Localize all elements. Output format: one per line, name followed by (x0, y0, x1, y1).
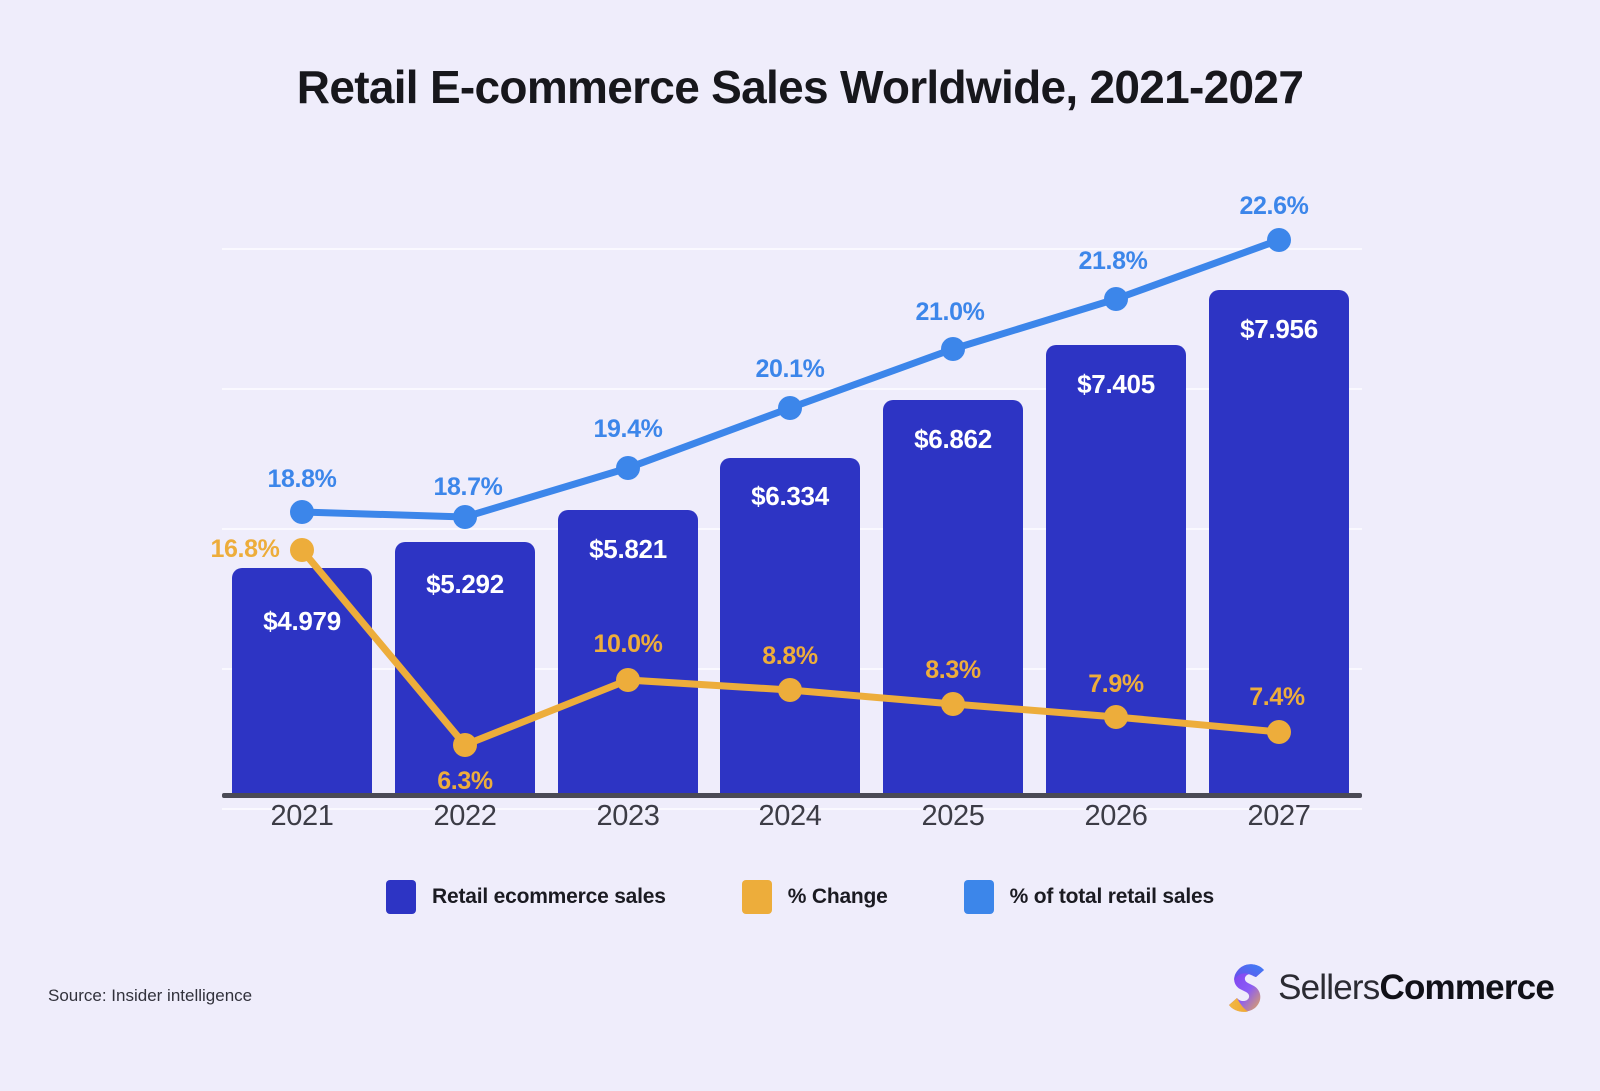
legend-item-pct-change[interactable]: % Change (741, 880, 888, 914)
point-label-orange-2025: 8.3% (925, 656, 981, 684)
gridline (222, 388, 1362, 390)
x-tick-2025: 2025 (921, 800, 985, 832)
bar-value-label: $5.292 (426, 569, 504, 599)
bar-2024[interactable]: $6.334 (720, 458, 860, 793)
bar-2022[interactable]: $5.292 (395, 542, 535, 793)
bar-value-label: $6.862 (914, 424, 992, 454)
bar-value-label: $5.821 (589, 534, 667, 564)
bar-value-label: $4.979 (263, 606, 341, 636)
bar-2027[interactable]: $7.956 (1209, 290, 1349, 793)
legend-swatch-icon (386, 880, 416, 914)
point-label-orange-2026: 7.9% (1088, 670, 1144, 698)
chart-legend: Retail ecommerce sales % Change % of tot… (0, 880, 1600, 914)
point-label-blue-2026: 21.8% (1078, 247, 1148, 275)
point-label-blue-2025: 21.0% (915, 298, 985, 326)
point-blue-2021 (290, 500, 314, 524)
bar-2021[interactable]: $4.979 (232, 568, 372, 793)
x-tick-2022: 2022 (433, 800, 497, 832)
legend-swatch-icon (963, 880, 994, 914)
x-axis-labels: 2021 2022 2023 2024 2025 2026 2027 (222, 800, 1362, 850)
point-orange-2021 (290, 538, 314, 562)
brand-logo[interactable]: SellersCommerce (1220, 962, 1555, 1014)
bar-2026[interactable]: $7.405 (1046, 345, 1186, 793)
point-label-orange-2021: 16.8% (210, 535, 280, 563)
point-label-orange-2027: 7.4% (1249, 683, 1305, 711)
point-label-blue-2027: 22.6% (1239, 192, 1309, 220)
point-label-blue-2024: 20.1% (755, 355, 825, 383)
x-tick-2023: 2023 (596, 800, 660, 832)
point-blue-2023 (616, 456, 640, 480)
gridline (222, 248, 1362, 250)
page-title: Retail E-commerce Sales Worldwide, 2021-… (296, 61, 1304, 113)
bar-2025[interactable]: $6.862 (883, 400, 1023, 793)
x-tick-2027: 2027 (1247, 800, 1311, 832)
point-blue-2025 (941, 337, 965, 361)
legend-label: % of total retail sales (1009, 885, 1215, 908)
legend-label: Retail ecommerce sales (432, 885, 666, 908)
point-label-orange-2024: 8.8% (762, 642, 818, 670)
legend-swatch-icon (741, 880, 772, 914)
point-label-blue-2022: 18.7% (433, 473, 503, 501)
source-note: Source: Insider intelligence (48, 986, 253, 1005)
bar-value-label: $6.334 (751, 481, 829, 511)
bar-value-label: $7.956 (1240, 314, 1318, 344)
point-blue-2024 (778, 396, 802, 420)
x-tick-2024: 2024 (758, 800, 822, 832)
point-label-blue-2021: 18.8% (267, 465, 337, 493)
legend-item-pct-total-retail-sales[interactable]: % of total retail sales (963, 880, 1215, 914)
x-tick-2026: 2026 (1084, 800, 1148, 832)
point-label-orange-2022: 6.3% (437, 767, 493, 795)
legend-label: % Change (787, 885, 888, 908)
point-label-orange-2023: 10.0% (593, 630, 663, 658)
point-label-blue-2023: 19.4% (593, 415, 663, 443)
legend-item-retail-ecommerce-sales[interactable]: Retail ecommerce sales (386, 880, 666, 914)
brand-wordmark: SellersCommerce (1278, 968, 1555, 1008)
gridline (222, 808, 1362, 810)
brand-name-part1: Sellers (1278, 968, 1380, 1007)
point-blue-2022 (453, 505, 477, 529)
chart-plot-area: $4.979 $5.292 $5.821 $6.334 $6.862 $7.40… (211, 170, 1362, 810)
bar-value-label: $7.405 (1077, 369, 1155, 399)
x-axis-line (222, 793, 1362, 798)
sellerscommerce-mark-icon (1229, 964, 1265, 1012)
point-blue-2026 (1104, 287, 1128, 311)
x-tick-2021: 2021 (270, 800, 334, 832)
brand-name-part2: Commerce (1379, 968, 1554, 1007)
